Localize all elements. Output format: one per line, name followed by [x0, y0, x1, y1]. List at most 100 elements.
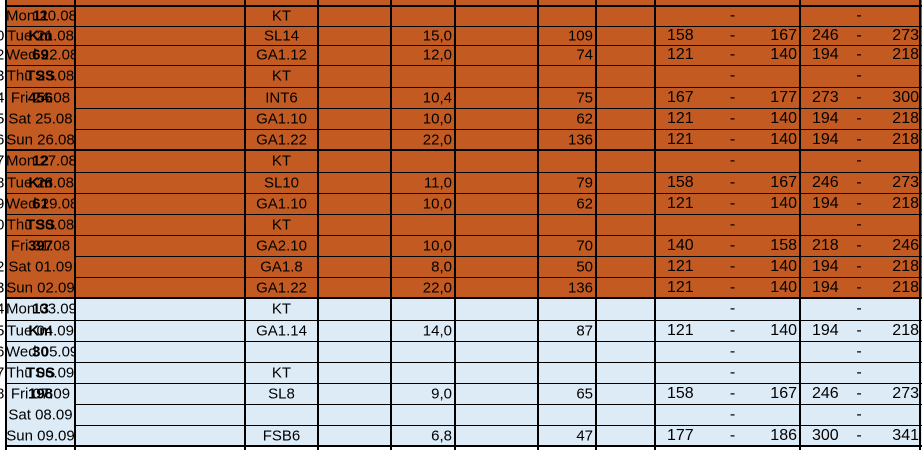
km-cell: 11,0: [391, 172, 455, 193]
week-cell-separator: [6, 65, 75, 66]
grid-line-horizontal: [75, 425, 922, 426]
session-cell: SL14: [245, 26, 318, 45]
row-number-fragment: 2: [0, 256, 6, 277]
date-text: Sat 01.09: [8, 258, 73, 275]
row-background: [6, 26, 922, 45]
pw-lo-cell: [800, 6, 850, 26]
pw-hi-cell: 273: [868, 383, 922, 404]
pw-dash-text: -: [856, 257, 862, 275]
km-text: 9,0: [431, 385, 452, 402]
row-background: [6, 6, 922, 26]
hr-hi-cell: 140: [745, 256, 800, 277]
week-summary-cell: 397: [6, 235, 75, 256]
pw-hi-text: 218: [892, 321, 919, 339]
row-number-text: 3: [0, 279, 5, 296]
pw-dash-cell: -: [850, 108, 868, 129]
pw-dash-cell: -: [850, 425, 868, 446]
pw-dash-text: -: [856, 405, 862, 423]
session-cell: GA1.14: [245, 320, 318, 341]
row-background: [6, 193, 922, 214]
hr-dash-text: -: [729, 109, 736, 127]
top-strip: [6, 0, 922, 6]
hr-lo-text: 121: [667, 130, 694, 148]
session-text: INT6: [265, 89, 298, 106]
pw-dash-cell: -: [850, 6, 868, 26]
date-text: Sat 08.09: [8, 406, 73, 423]
hr-lo-cell: 158: [655, 26, 720, 45]
km-cell: 10,0: [391, 193, 455, 214]
pw-lo-cell: [800, 214, 850, 235]
row-background: [6, 214, 922, 235]
row-number-fragment: 7: [0, 150, 6, 172]
pw-dash-text: -: [856, 152, 862, 169]
date-cell: Sun 26.08: [6, 129, 75, 150]
pw-dash-text: -: [856, 363, 862, 381]
km-text: 15,0: [422, 27, 452, 44]
pw-lo-text: 194: [812, 194, 839, 212]
week-summary-cell: Km: [6, 172, 75, 193]
pw-dash-text: -: [856, 67, 862, 84]
hr-dash-cell: -: [720, 214, 745, 235]
session-text: GA1.8: [260, 258, 303, 275]
row-background: [6, 277, 922, 298]
session-cell: GA1.10: [245, 193, 318, 214]
date-text: Mon 03.09: [6, 300, 75, 318]
date-cell: Tue 21.08: [6, 26, 75, 45]
pw-hi-text: 300: [892, 88, 919, 106]
session-cell: KT: [245, 65, 318, 87]
session-cell: KT: [245, 6, 318, 26]
pw-dash-text: -: [856, 384, 862, 402]
pw-hi-cell: 218: [868, 277, 922, 298]
week-summary-cell: 456: [6, 87, 75, 108]
km-cell: [391, 362, 455, 383]
week-summary-text: Km: [28, 27, 53, 44]
hr-hi-cell: 177: [745, 87, 800, 108]
grid-line-horizontal: [75, 26, 922, 27]
tss-cell: [538, 341, 596, 362]
pw-lo-cell: [800, 404, 850, 425]
row-background: [6, 362, 922, 383]
pw-dash-text: -: [856, 46, 862, 63]
row-number-fragment: 4: [0, 298, 6, 320]
pw-lo-text: 194: [812, 278, 839, 296]
km-cell: [391, 341, 455, 362]
hr-lo-cell: 177: [655, 425, 720, 446]
date-text: Thu 30.08: [6, 216, 75, 233]
session-cell: [245, 404, 318, 425]
pw-dash-cell: -: [850, 320, 868, 341]
pw-dash-cell: -: [850, 298, 868, 320]
week-summary-cell: Km: [6, 320, 75, 341]
hr-lo-cell: 158: [655, 172, 720, 193]
hr-lo-cell: [655, 298, 720, 320]
pw-dash-text: -: [856, 215, 862, 233]
date-text: Tue 28.08: [7, 174, 74, 191]
session-text: SL10: [263, 174, 300, 191]
hr-dash-cell: -: [720, 235, 745, 256]
row-background: [6, 45, 922, 65]
tss-text: 79: [576, 174, 593, 191]
km-cell: 22,0: [391, 129, 455, 150]
row-background: [6, 108, 922, 129]
tss-cell: [538, 150, 596, 172]
km-cell: 10,0: [391, 235, 455, 256]
tss-cell: 62: [538, 193, 596, 214]
date-cell: Sun 09.09: [6, 425, 75, 446]
hr-hi-cell: [745, 362, 800, 383]
week-summary-text: 61: [32, 195, 49, 212]
week-summary-text: 456: [27, 89, 54, 106]
session-cell: FSB6: [245, 425, 318, 446]
hr-lo-cell: [655, 6, 720, 26]
pw-dash-text: -: [856, 321, 862, 339]
pw-dash-text: -: [856, 173, 862, 191]
week-summary-cell: 11: [6, 6, 75, 26]
tss-cell: [538, 65, 596, 87]
hr-dash-text: -: [729, 257, 736, 275]
tss-cell: 74: [538, 45, 596, 65]
km-text: 11,0: [423, 174, 452, 191]
km-cell: [391, 404, 455, 425]
tss-text: 62: [576, 195, 593, 212]
hr-dash-text: -: [729, 130, 736, 148]
week-summary-text: 11: [32, 7, 49, 25]
week-summary-text: 198: [27, 385, 54, 402]
date-text: Sun 02.09: [6, 279, 75, 296]
